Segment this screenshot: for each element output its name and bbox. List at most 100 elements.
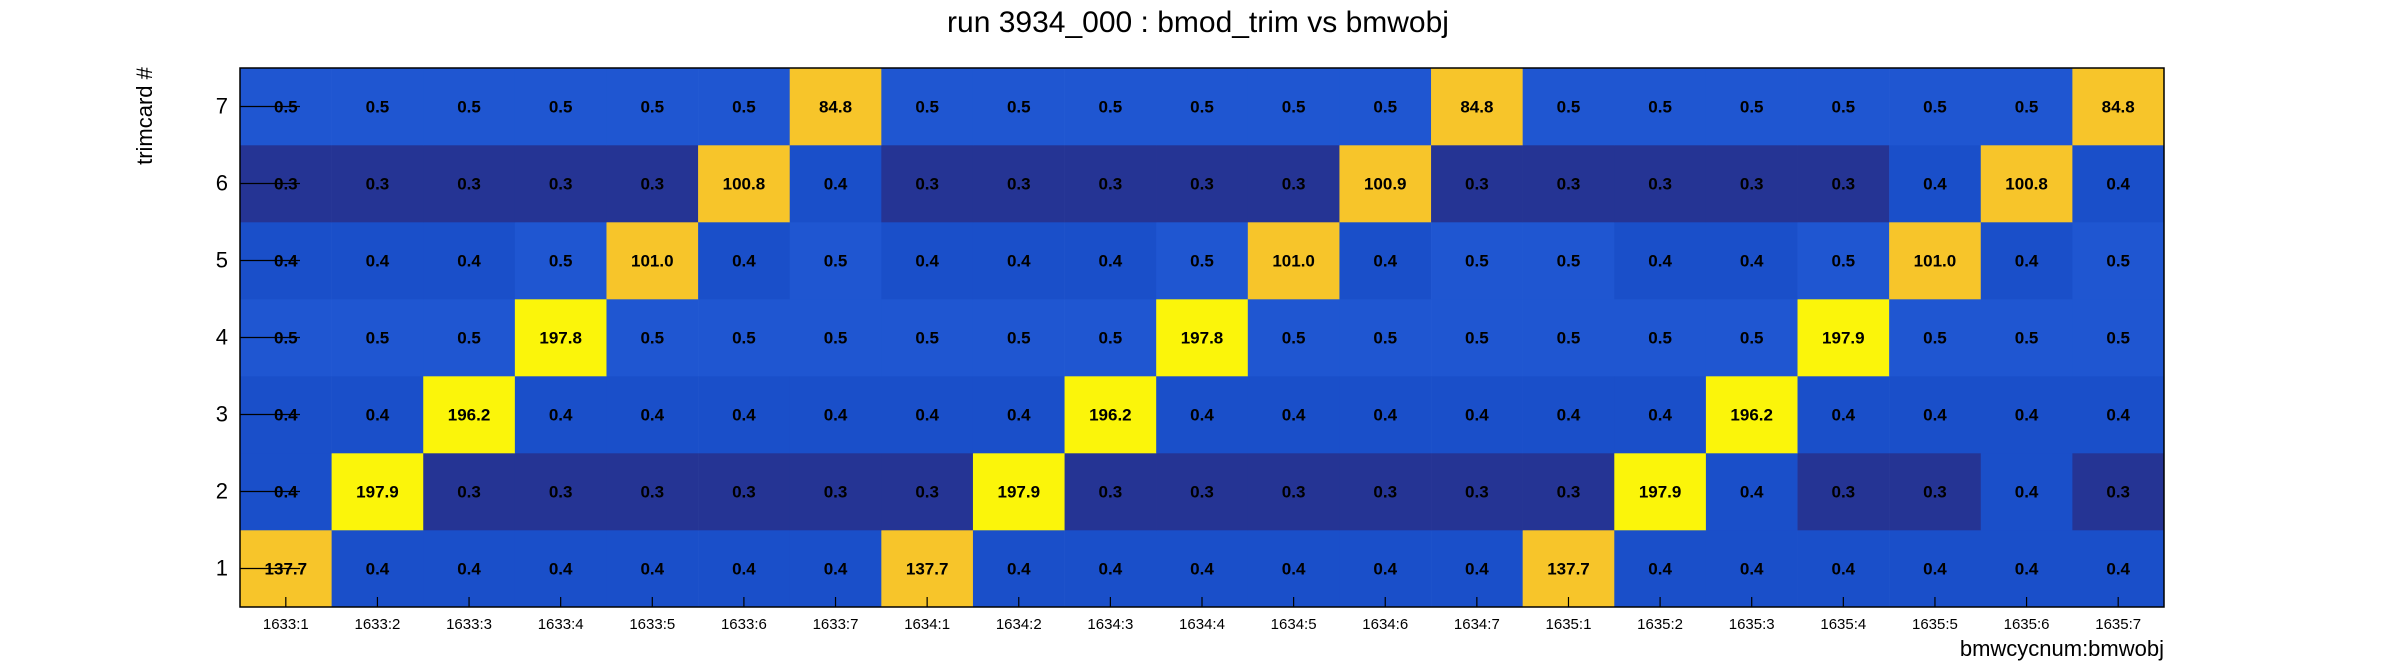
heatmap-cell-label-3-18: 0.5: [1923, 329, 1947, 348]
heatmap-cell-2-2: [423, 376, 516, 454]
heatmap-cell-6-18: [1889, 68, 1982, 146]
heatmap-cell-5-19: [1980, 145, 2073, 223]
heatmap-cell-5-14: [1522, 145, 1615, 223]
heatmap-cell-4-19: [1980, 222, 2073, 300]
axes-layer: 1633:1 1633:2 1633:3 1633:4 1633:5 1633:6 1633…: [216, 67, 2165, 633]
heatmap-cell-1-12: [1339, 453, 1432, 531]
heatmap-cell-label-2-14: 0.4: [1557, 406, 1581, 425]
y-tick-label-4: 5: [216, 248, 228, 273]
heatmap-cell-3-19: [1980, 299, 2073, 377]
heatmap-cell-label-0-15: 0.4: [1648, 560, 1672, 579]
heatmap-cell-2-15: [1614, 376, 1707, 454]
heatmap-cell-2-7: [881, 376, 974, 454]
heatmap-cell-label-0-17: 0.4: [1832, 560, 1856, 579]
heatmap-cell-1-9: [1064, 453, 1157, 531]
heatmap-cell-label-3-3: 197.8: [539, 329, 582, 348]
heatmap-cell-5-16: [1705, 145, 1798, 223]
heatmap-cell-label-3-13: 0.5: [1465, 329, 1489, 348]
x-tick-label-17: 1635:4: [1820, 616, 1866, 633]
heatmap-cell-label-3-10: 197.8: [1181, 329, 1224, 348]
heatmap-cell-1-8: [972, 453, 1065, 531]
heatmap-cell-6-20: [2072, 68, 2165, 146]
heatmap-cell-label-2-11: 0.4: [1282, 406, 1306, 425]
heatmap-cell-6-16: [1705, 68, 1798, 146]
heatmap-cell-0-2: [423, 530, 516, 608]
heatmap-cell-label-2-15: 0.4: [1648, 406, 1672, 425]
heatmap-cell-label-6-15: 0.5: [1648, 98, 1672, 117]
heatmap-cell-5-4: [606, 145, 699, 223]
heatmap-cell-label-4-13: 0.5: [1465, 252, 1489, 271]
heatmap-cell-label-4-17: 0.5: [1832, 252, 1856, 271]
heatmap-cell-label-6-11: 0.5: [1282, 98, 1306, 117]
heatmap-cell-4-16: [1705, 222, 1798, 300]
heatmap-cell-5-1: [331, 145, 424, 223]
x-tick-label-15: 1635:2: [1637, 616, 1683, 633]
heatmap-cell-label-1-1: 197.9: [356, 483, 399, 502]
y-tick-label-1: 2: [216, 479, 228, 504]
heatmap-cell-3-1: [331, 299, 424, 377]
heatmap-cell-2-14: [1522, 376, 1615, 454]
heatmap-cell-6-13: [1431, 68, 1523, 146]
x-tick-label-11: 1634:5: [1271, 616, 1317, 633]
heatmap-cell-2-3: [514, 376, 607, 454]
heatmap-cell-label-6-17: 0.5: [1832, 98, 1856, 117]
heatmap-cell-1-1: [331, 453, 424, 531]
heatmap-cell-5-18: [1889, 145, 1982, 223]
heatmap-cell-4-15: [1614, 222, 1707, 300]
heatmap-cell-label-1-4: 0.3: [640, 483, 664, 502]
heatmap-cell-2-17: [1797, 376, 1890, 454]
heatmap-cell-label-5-10: 0.3: [1190, 175, 1214, 194]
heatmap-cell-label-6-10: 0.5: [1190, 98, 1214, 117]
heatmap-cell-2-11: [1247, 376, 1340, 454]
heatmap-cell-2-19: [1980, 376, 2073, 454]
heatmap-cell-0-15: [1614, 530, 1707, 608]
heatmap-cell-label-3-16: 0.5: [1740, 329, 1764, 348]
heatmap-cell-1-7: [881, 453, 974, 531]
heatmap-cell-label-5-16: 0.3: [1740, 175, 1764, 194]
y-tick-label-5: 6: [216, 171, 228, 196]
heatmap-cell-label-2-13: 0.4: [1465, 406, 1489, 425]
heatmap-cell-4-20: [2072, 222, 2165, 300]
heatmap-cell-label-2-19: 0.4: [2015, 406, 2039, 425]
heatmap-cell-2-1: [331, 376, 424, 454]
x-tick-label-2: 1633:3: [446, 616, 492, 633]
heatmap-cell-0-18: [1889, 530, 1982, 608]
heatmap-cell-label-5-12: 100.9: [1364, 175, 1407, 194]
heatmap-cell-2-18: [1889, 376, 1982, 454]
heatmap-cell-0-19: [1980, 530, 2073, 608]
heatmap-cell-2-12: [1339, 376, 1432, 454]
heatmap-cell-label-6-12: 0.5: [1373, 98, 1397, 117]
heatmap-cell-label-1-7: 0.3: [915, 483, 939, 502]
heatmap-cell-label-1-15: 197.9: [1639, 483, 1682, 502]
chart-title: run 3934_000 : bmod_trim vs bmwobj: [947, 6, 1449, 39]
heatmap-cell-2-16: [1705, 376, 1798, 454]
heatmap-cell-1-3: [514, 453, 607, 531]
heatmap-cell-label-4-9: 0.4: [1099, 252, 1123, 271]
heatmap-cell-label-3-2: 0.5: [457, 329, 481, 348]
y-tick-label-2: 3: [216, 402, 228, 427]
heatmap-cell-label-3-20: 0.5: [2106, 329, 2130, 348]
heatmap-cell-0-6: [789, 530, 882, 608]
x-tick-label-10: 1634:4: [1179, 616, 1225, 633]
x-tick-label-18: 1635:5: [1912, 616, 1958, 633]
heatmap-cell-label-0-2: 0.4: [457, 560, 481, 579]
heatmap-cell-0-4: [606, 530, 699, 608]
x-axis-label: bmwcycnum:bmwobj: [1960, 636, 2164, 661]
x-tick-label-0: 1633:1: [263, 616, 309, 633]
heatmap-cell-2-6: [789, 376, 882, 454]
x-tick-label-6: 1633:7: [813, 616, 859, 633]
heatmap-cell-label-1-18: 0.3: [1923, 483, 1947, 502]
heatmap-cell-label-4-14: 0.5: [1557, 252, 1581, 271]
x-tick-label-4: 1633:5: [629, 616, 675, 633]
heatmap-cell-5-12: [1339, 145, 1432, 223]
heatmap-cell-label-0-18: 0.4: [1923, 560, 1947, 579]
heatmap-cell-label-5-17: 0.3: [1832, 175, 1856, 194]
heatmap-cell-label-0-6: 0.4: [824, 560, 848, 579]
x-tick-label-13: 1634:7: [1454, 616, 1500, 633]
heatmap-cell-label-0-12: 0.4: [1373, 560, 1397, 579]
heatmap-cell-4-10: [1156, 222, 1249, 300]
heatmap-cell-1-10: [1156, 453, 1249, 531]
heatmap-cell-1-11: [1247, 453, 1340, 531]
heatmap-cell-label-1-17: 0.3: [1832, 483, 1856, 502]
